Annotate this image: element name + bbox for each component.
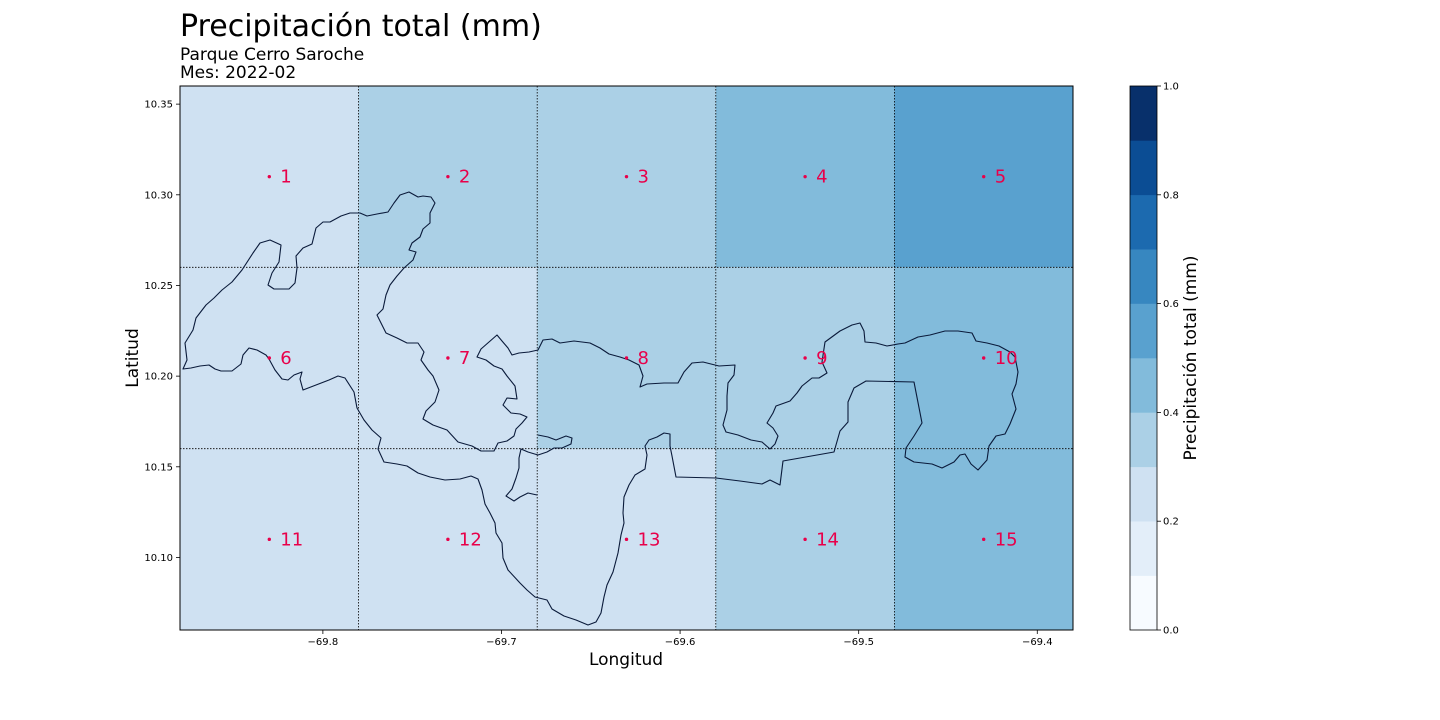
park-boundary-outline <box>182 191 1019 626</box>
station-label-7: 7 <box>459 348 470 369</box>
y-tick-label: 10.10 <box>144 553 173 564</box>
x-tick-label: −69.5 <box>843 637 874 648</box>
map-title: Precipitación total (mm) <box>180 9 542 44</box>
y-tick-label: 10.20 <box>144 372 173 383</box>
station-point-8 <box>624 356 629 360</box>
map-subtitle-month: Mes: 2022-02 <box>180 63 297 83</box>
colorbar-tick-label: 0.6 <box>1163 299 1179 310</box>
station-label-9: 9 <box>816 348 827 369</box>
y-axis-ticks: 10.10 10.15 10.20 10.25 10.30 10.35 <box>144 100 180 564</box>
station-point-1 <box>267 174 271 179</box>
colorbar-swatch-0 <box>1130 575 1157 631</box>
station-point-7 <box>446 356 450 360</box>
station-label-14: 14 <box>816 529 839 550</box>
station-point-6 <box>267 356 271 360</box>
colorbar-tick-label: 0.2 <box>1163 517 1179 528</box>
colorbar-tick-label: 0.4 <box>1163 408 1179 419</box>
station-point-14 <box>803 537 807 542</box>
colorbar-swatch-7 <box>1130 194 1157 250</box>
station-label-4: 4 <box>816 167 827 188</box>
map-subtitle-location: Parque Cerro Saroche <box>180 45 365 65</box>
y-tick-label: 10.35 <box>144 100 173 111</box>
title-block: Precipitación total (mm) Parque Cerro Sa… <box>180 8 542 82</box>
colorbar-swatch-5 <box>1130 303 1157 359</box>
x-axis-ticks: −69.8 −69.7 −69.6 −69.5 −69.4 <box>308 630 1053 648</box>
colorbar-tick-label: 0.8 <box>1163 190 1179 201</box>
colorbar-tick-label: 1.0 <box>1163 82 1179 93</box>
station-point-4 <box>803 174 807 179</box>
station-label-1: 1 <box>280 167 291 188</box>
station-point-12 <box>446 537 450 542</box>
y-axis-label: Latitud <box>123 328 143 388</box>
station-point-5 <box>982 174 986 179</box>
x-tick-label: −69.4 <box>1022 637 1053 648</box>
station-label-10: 10 <box>995 348 1018 369</box>
y-tick-label: 10.15 <box>144 462 173 473</box>
station-label-6: 6 <box>280 348 291 369</box>
station-point-15 <box>982 537 986 542</box>
station-label-15: 15 <box>995 529 1018 550</box>
colorbar-swatch-3 <box>1130 412 1157 468</box>
graticule-lines <box>180 86 1073 630</box>
colorbar-label: Precipitación total (mm) <box>1181 255 1201 460</box>
station-label-11: 11 <box>280 529 303 550</box>
station-label-3: 3 <box>638 167 649 188</box>
station-label-2: 2 <box>459 167 470 188</box>
colorbar-frame <box>1129 85 1158 631</box>
station-point-10 <box>982 356 986 360</box>
y-tick-label: 10.25 <box>144 281 173 292</box>
station-label-12: 12 <box>459 529 482 550</box>
colorbar-swatch-8 <box>1130 140 1157 196</box>
colorbar-ticks: 0.0 0.2 0.4 0.6 0.8 1.0 <box>1157 82 1179 637</box>
park-boundary <box>182 191 1019 626</box>
park-boundary-inlet <box>505 434 573 502</box>
station-label-13: 13 <box>638 529 661 550</box>
x-tick-label: −69.6 <box>665 637 696 648</box>
station-point-11 <box>267 537 271 542</box>
x-axis-label: Longitud <box>589 650 663 670</box>
station-point-2 <box>446 174 450 179</box>
x-tick-label: −69.7 <box>486 637 517 648</box>
colorbar-swatch-6 <box>1130 249 1157 304</box>
colorbar-swatch-4 <box>1130 358 1157 413</box>
station-label-5: 5 <box>995 167 1006 188</box>
station-point-9 <box>803 356 807 360</box>
y-tick-label: 10.30 <box>144 190 173 201</box>
station-point-3 <box>624 174 629 179</box>
station-label-8: 8 <box>638 348 649 369</box>
plot-frame <box>179 85 1074 631</box>
colorbar-swatch-1 <box>1130 521 1157 576</box>
station-point-13 <box>624 537 629 542</box>
x-tick-label: −69.8 <box>308 637 339 648</box>
colorbar-swatch-9 <box>1130 86 1157 141</box>
colorbar-tick-label: 0.0 <box>1163 626 1179 637</box>
colorbar-swatches <box>1130 86 1157 631</box>
colorbar-swatch-2 <box>1130 466 1157 522</box>
